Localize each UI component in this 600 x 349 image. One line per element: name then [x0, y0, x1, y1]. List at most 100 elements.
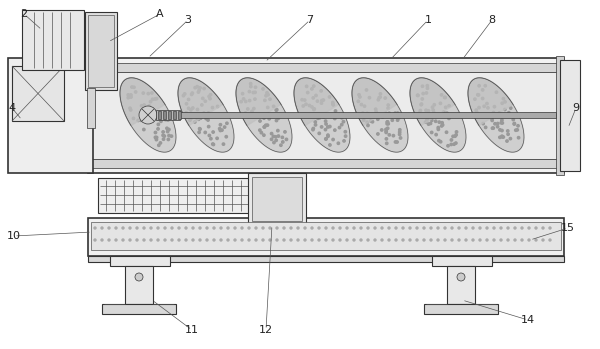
- Circle shape: [209, 138, 212, 140]
- Circle shape: [313, 85, 315, 87]
- Circle shape: [145, 118, 148, 120]
- Circle shape: [521, 239, 523, 241]
- Circle shape: [385, 130, 388, 133]
- Circle shape: [362, 119, 365, 121]
- Circle shape: [162, 131, 164, 133]
- Circle shape: [517, 136, 520, 139]
- Polygon shape: [294, 78, 350, 152]
- Circle shape: [143, 239, 145, 241]
- Text: 11: 11: [185, 325, 199, 335]
- Circle shape: [433, 111, 435, 114]
- Circle shape: [359, 96, 361, 98]
- Circle shape: [482, 122, 484, 125]
- Circle shape: [450, 139, 452, 141]
- Circle shape: [501, 136, 503, 138]
- Circle shape: [387, 107, 389, 110]
- Circle shape: [446, 112, 448, 114]
- Circle shape: [164, 239, 166, 241]
- Circle shape: [204, 100, 206, 102]
- Circle shape: [166, 116, 169, 119]
- Circle shape: [213, 227, 215, 229]
- Circle shape: [334, 117, 336, 120]
- Circle shape: [140, 118, 143, 121]
- Circle shape: [312, 127, 314, 130]
- Circle shape: [203, 87, 205, 90]
- Circle shape: [304, 99, 306, 101]
- Bar: [88, 58, 564, 173]
- Circle shape: [194, 87, 196, 89]
- Circle shape: [134, 91, 137, 93]
- Circle shape: [427, 110, 430, 112]
- Circle shape: [366, 121, 368, 124]
- Circle shape: [281, 141, 284, 143]
- Circle shape: [398, 131, 401, 133]
- Circle shape: [332, 104, 334, 106]
- Circle shape: [155, 112, 157, 115]
- Circle shape: [521, 227, 523, 229]
- Circle shape: [343, 140, 345, 142]
- Circle shape: [455, 134, 457, 136]
- Circle shape: [167, 138, 170, 141]
- Circle shape: [425, 119, 428, 121]
- Circle shape: [332, 239, 334, 241]
- Circle shape: [501, 129, 503, 132]
- Circle shape: [227, 239, 229, 241]
- Circle shape: [158, 144, 160, 147]
- Circle shape: [513, 123, 515, 125]
- Circle shape: [314, 121, 316, 123]
- Circle shape: [316, 100, 319, 102]
- Circle shape: [311, 106, 313, 108]
- Circle shape: [465, 227, 467, 229]
- Circle shape: [451, 227, 453, 229]
- Circle shape: [514, 239, 516, 241]
- Circle shape: [248, 227, 250, 229]
- Circle shape: [416, 94, 419, 96]
- Circle shape: [357, 100, 359, 103]
- Circle shape: [275, 119, 278, 122]
- Bar: [252, 177, 302, 221]
- Circle shape: [277, 117, 280, 119]
- Circle shape: [242, 98, 245, 100]
- Bar: [22, 10, 84, 70]
- Circle shape: [332, 103, 334, 105]
- Circle shape: [517, 125, 519, 127]
- Circle shape: [101, 239, 103, 241]
- Circle shape: [322, 99, 325, 101]
- Bar: [88, 15, 114, 87]
- Circle shape: [199, 117, 202, 119]
- Circle shape: [491, 117, 493, 120]
- Circle shape: [508, 113, 511, 115]
- Circle shape: [502, 136, 505, 138]
- Circle shape: [342, 120, 344, 123]
- Circle shape: [320, 99, 323, 102]
- Polygon shape: [294, 78, 339, 126]
- Polygon shape: [468, 78, 513, 126]
- Circle shape: [274, 136, 277, 138]
- Circle shape: [509, 138, 512, 140]
- Circle shape: [325, 123, 327, 125]
- Circle shape: [472, 239, 474, 241]
- Circle shape: [433, 104, 436, 106]
- Circle shape: [143, 128, 145, 131]
- Circle shape: [208, 95, 210, 98]
- Circle shape: [166, 116, 168, 118]
- Circle shape: [455, 142, 457, 144]
- Circle shape: [139, 106, 157, 124]
- Circle shape: [204, 131, 206, 134]
- Circle shape: [507, 239, 509, 241]
- Circle shape: [416, 227, 418, 229]
- Circle shape: [269, 227, 271, 229]
- Circle shape: [360, 227, 362, 229]
- Bar: [90, 72, 562, 159]
- Circle shape: [339, 239, 341, 241]
- Polygon shape: [236, 78, 281, 126]
- Circle shape: [328, 96, 331, 98]
- Circle shape: [549, 239, 551, 241]
- Circle shape: [247, 116, 250, 118]
- Circle shape: [377, 118, 379, 120]
- Bar: [88, 256, 564, 262]
- Circle shape: [220, 227, 222, 229]
- Circle shape: [425, 109, 427, 111]
- Circle shape: [308, 104, 311, 107]
- Circle shape: [365, 89, 368, 91]
